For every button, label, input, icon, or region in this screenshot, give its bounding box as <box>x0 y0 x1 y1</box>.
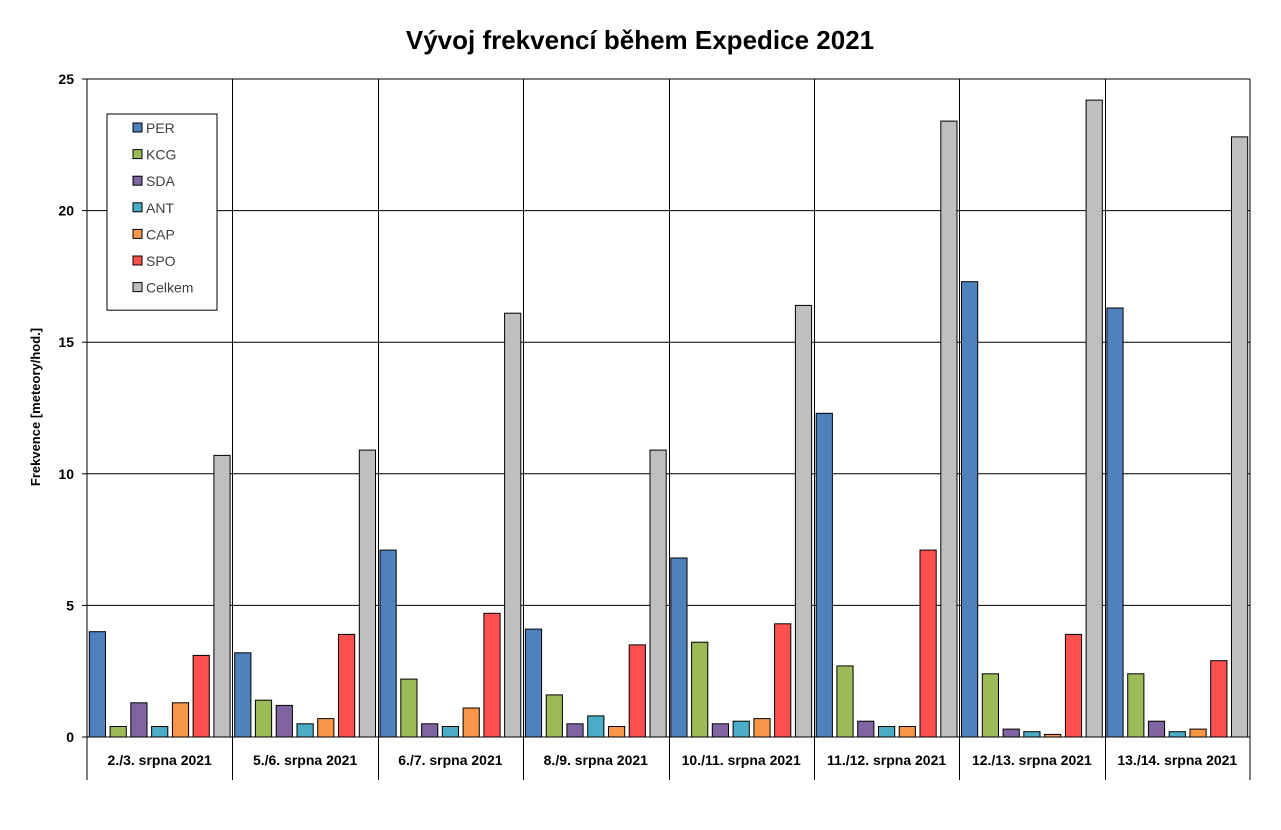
bar-spo <box>338 633 356 738</box>
y-tick-label: 10 <box>58 466 74 482</box>
bar-sda <box>857 720 875 738</box>
bar-per <box>524 628 543 738</box>
legend-label-ant: ANT <box>146 200 174 216</box>
bar-cap <box>171 702 190 738</box>
y-tick-label: 25 <box>58 71 74 87</box>
bar-kcg <box>400 678 418 738</box>
legend-label-spo: SPO <box>146 253 176 269</box>
bar-kcg <box>691 641 709 738</box>
bar-per <box>815 412 833 738</box>
bar-spo <box>192 654 210 738</box>
y-tick-label: 5 <box>66 597 74 613</box>
axes-group <box>82 78 1251 780</box>
bars-group <box>88 99 1249 738</box>
bar-cap <box>753 718 771 738</box>
chart-title: Vývoj frekvencí během Expedice 2021 <box>406 25 874 55</box>
bar-celkem <box>504 312 522 738</box>
bar-spo <box>483 612 501 738</box>
bar-ant <box>587 715 605 738</box>
x-category-label: 2./3. srpna 2021 <box>108 752 213 768</box>
bar-spo <box>774 623 792 738</box>
bar-spo <box>919 549 937 738</box>
bar-celkem <box>940 120 958 738</box>
x-category-label: 13./14. srpna 2021 <box>1117 752 1237 768</box>
bar-spo <box>1210 660 1228 738</box>
bar-celkem <box>1231 136 1249 738</box>
y-axis-label: Frekvence [meteory/hod.] <box>28 328 43 486</box>
bar-kcg <box>109 726 127 738</box>
legend-swatch-cap <box>132 228 143 239</box>
legend-swatch-sda <box>132 175 143 186</box>
legend-label-cap: CAP <box>146 226 175 242</box>
bar-spo <box>1064 633 1083 738</box>
bar-kcg <box>545 694 563 738</box>
bar-per <box>88 631 107 738</box>
bar-spo <box>628 644 646 738</box>
y-tick-label: 20 <box>58 203 74 219</box>
bar-cap <box>1189 728 1207 738</box>
x-category-label: 12./13. srpna 2021 <box>972 752 1092 768</box>
bar-celkem <box>213 454 231 738</box>
x-category-label: 11./12. srpna 2021 <box>827 752 946 768</box>
bar-sda <box>1147 720 1166 738</box>
bar-ant <box>296 723 314 738</box>
bar-celkem <box>358 449 376 738</box>
bar-per <box>670 557 688 738</box>
x-category-label: 6./7. srpna 2021 <box>398 752 503 768</box>
bar-cap <box>462 707 480 738</box>
bar-ant <box>441 726 459 738</box>
bar-celkem <box>794 304 813 738</box>
bar-per <box>379 549 397 738</box>
legend-box <box>106 113 218 311</box>
y-tick-labels: 0 5 10 15 20 25 <box>58 71 74 745</box>
bar-ant <box>1168 731 1186 738</box>
legend-swatch-spo <box>132 255 143 266</box>
x-category-label: 10./11. srpna 2021 <box>682 752 801 768</box>
x-category-label: 8./9. srpna 2021 <box>544 752 649 768</box>
legend-label-per: PER <box>146 120 175 136</box>
legend-swatch-ant <box>132 202 143 213</box>
legend-swatch-celkem <box>132 282 143 293</box>
bar-kcg <box>981 673 999 738</box>
bar-celkem <box>1085 99 1103 738</box>
bar-per <box>1106 307 1124 738</box>
legend-swatch-kcg <box>132 149 143 160</box>
legend-label-kcg: KCG <box>146 147 176 163</box>
bar-cap <box>898 726 916 738</box>
bar-celkem <box>649 449 667 738</box>
bar-ant <box>878 726 896 738</box>
bar-ant <box>151 726 169 738</box>
legend: PER KCG SDA ANT CAP SPO Celkem <box>106 113 218 311</box>
bar-kcg <box>836 665 854 738</box>
bar-ant <box>732 720 750 738</box>
y-tick-label: 15 <box>58 334 74 350</box>
y-tick-label: 0 <box>66 729 74 745</box>
bar-sda <box>711 723 729 738</box>
bar-sda <box>275 704 293 738</box>
bar-per <box>961 281 979 738</box>
legend-swatch-per <box>132 122 143 133</box>
bar-cap <box>608 726 626 738</box>
legend-label-sda: SDA <box>146 173 175 189</box>
bar-sda <box>421 723 439 738</box>
bar-ant <box>1023 731 1041 738</box>
bar-kcg <box>1127 673 1145 738</box>
legend-label-celkem: Celkem <box>146 280 193 296</box>
x-category-label: 5./6. srpna 2021 <box>253 752 358 768</box>
bar-kcg <box>254 699 273 738</box>
bar-sda <box>130 702 148 738</box>
x-category-labels: 2./3. srpna 2021 5./6. srpna 2021 6./7. sr… <box>108 752 1238 768</box>
bar-per <box>234 652 252 738</box>
bar-cap <box>317 718 335 738</box>
bar-sda <box>1002 728 1020 738</box>
bar-sda <box>566 723 584 738</box>
